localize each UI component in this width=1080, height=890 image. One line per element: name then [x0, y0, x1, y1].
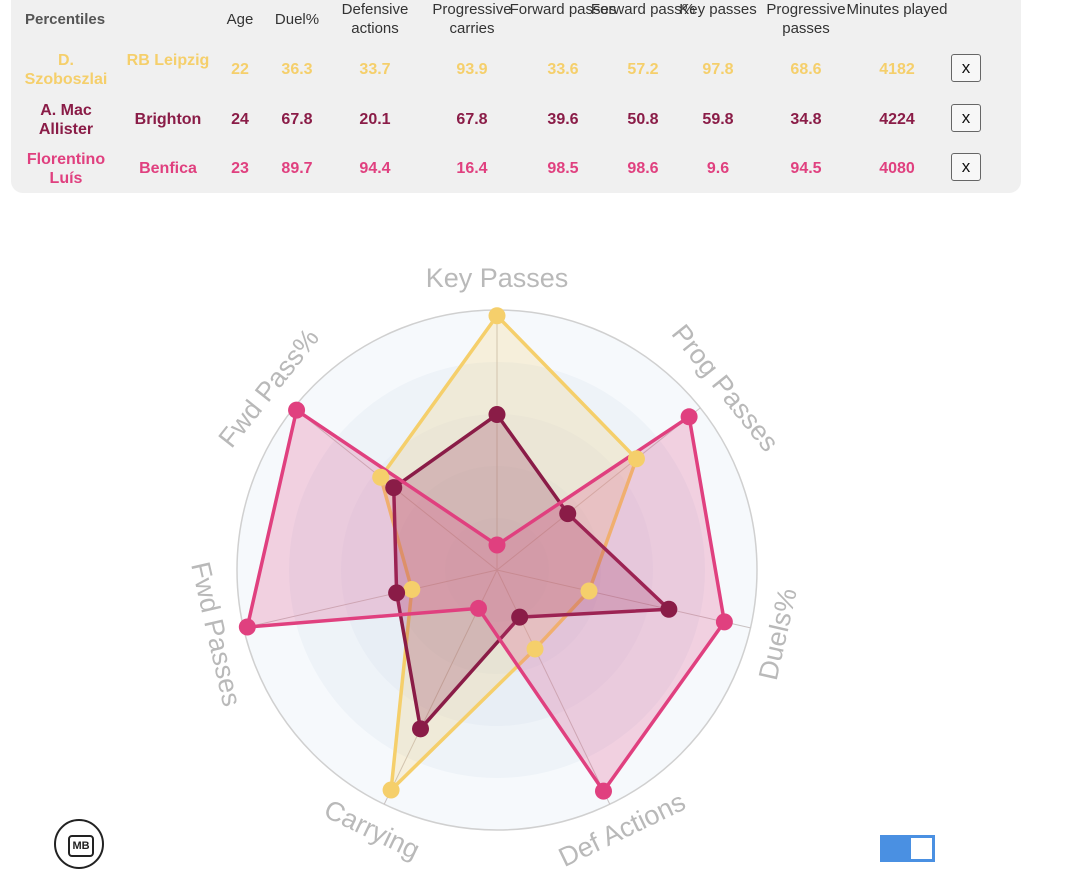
data-point [488, 307, 506, 325]
cell-fwd-pass-pct: 98.6 [627, 160, 659, 177]
data-point [488, 406, 506, 424]
cell-key-passes: 9.6 [706, 160, 730, 177]
cell-duel: 36.3 [281, 61, 313, 78]
series-polygon-0 [378, 313, 639, 792]
cell-fwd-passes: 39.6 [547, 111, 579, 128]
data-point [627, 450, 645, 468]
radar-spoke [243, 569, 498, 629]
data-point [526, 640, 544, 658]
header-age: Age [226, 11, 254, 28]
header-fwd-passes: Forward passes [509, 1, 617, 18]
data-point [488, 536, 506, 554]
data-point [372, 468, 390, 486]
toggle-knob[interactable] [911, 838, 932, 859]
cell-fwd-pass-pct: 50.8 [627, 111, 659, 128]
data-point [385, 479, 403, 497]
radar-spoke [496, 569, 611, 805]
team-name: Benfica [139, 160, 197, 177]
cell-prog-carries: 93.9 [456, 61, 488, 78]
team-name: Brighton [134, 111, 202, 128]
data-point [559, 505, 577, 523]
cell-prog-carries: 16.4 [456, 160, 488, 177]
cell-key-passes: 97.8 [702, 61, 734, 78]
data-point [403, 580, 421, 598]
table-title: Percentiles [25, 11, 106, 28]
cell-duel: 89.7 [281, 160, 313, 177]
data-point [238, 618, 256, 636]
logo-text: MB [68, 835, 94, 857]
cell-fwd-passes: 33.6 [547, 61, 579, 78]
radar-spoke [496, 407, 701, 571]
header-duel: Duel% [274, 11, 320, 28]
cell-def-actions: 33.7 [359, 61, 391, 78]
axis-label: Key Passes [426, 263, 569, 293]
axis-label: Duels% [753, 585, 803, 682]
header-minutes: Minutes played [846, 1, 948, 18]
data-point [388, 584, 406, 602]
header-fwd-pass-pct: Forward pass% [590, 1, 696, 18]
data-point [382, 781, 400, 799]
cell-key-passes: 59.8 [702, 111, 734, 128]
cell-def-actions: 94.4 [359, 160, 391, 177]
data-point [511, 608, 529, 626]
data-point [660, 600, 678, 618]
cell-minutes: 4224 [879, 111, 915, 128]
data-point [594, 782, 612, 800]
team-name: RB Leipzig [126, 52, 210, 69]
player-name: Florentino Luís [26, 151, 106, 187]
cell-minutes: 4080 [879, 160, 915, 177]
cell-def-actions: 20.1 [359, 111, 391, 128]
cell-prog-passes: 94.5 [790, 160, 822, 177]
cell-age: 22 [231, 61, 249, 78]
player-name: D. Szoboszlai [24, 52, 108, 88]
data-point [715, 613, 733, 631]
cell-age: 24 [231, 111, 249, 128]
cell-prog-passes: 34.8 [790, 111, 822, 128]
cell-duel: 67.8 [281, 111, 313, 128]
percentiles-table: Percentiles Age Duel% Defensive actions Pro… [11, 0, 1021, 193]
cell-prog-carries: 67.8 [456, 111, 488, 128]
cell-fwd-pass-pct: 57.2 [627, 61, 659, 78]
data-point [680, 408, 698, 426]
cell-age: 23 [231, 160, 249, 177]
data-point [580, 582, 598, 600]
header-def-actions: Defensive actions [341, 1, 409, 37]
header-prog-carries: Progressive carries [432, 1, 512, 37]
toggle-switch[interactable] [880, 835, 935, 862]
mb-logo: MB [54, 819, 104, 869]
header-key-passes: Key passes [679, 1, 757, 18]
cell-fwd-passes: 98.5 [547, 160, 579, 177]
cell-minutes: 4182 [879, 61, 915, 78]
remove-player-button[interactable]: x [951, 104, 981, 132]
header-prog-passes: Progressive passes [766, 1, 846, 37]
radar-spoke [496, 569, 751, 629]
remove-player-button[interactable]: x [951, 54, 981, 82]
data-point [288, 401, 306, 419]
cell-prog-passes: 68.6 [790, 61, 822, 78]
data-point [412, 720, 430, 738]
series-polygon-1 [391, 412, 671, 731]
remove-player-button[interactable]: x [951, 153, 981, 181]
player-name: A. Mac Allister [38, 102, 94, 138]
data-point [469, 599, 487, 617]
series-polygon-2 [245, 408, 727, 793]
